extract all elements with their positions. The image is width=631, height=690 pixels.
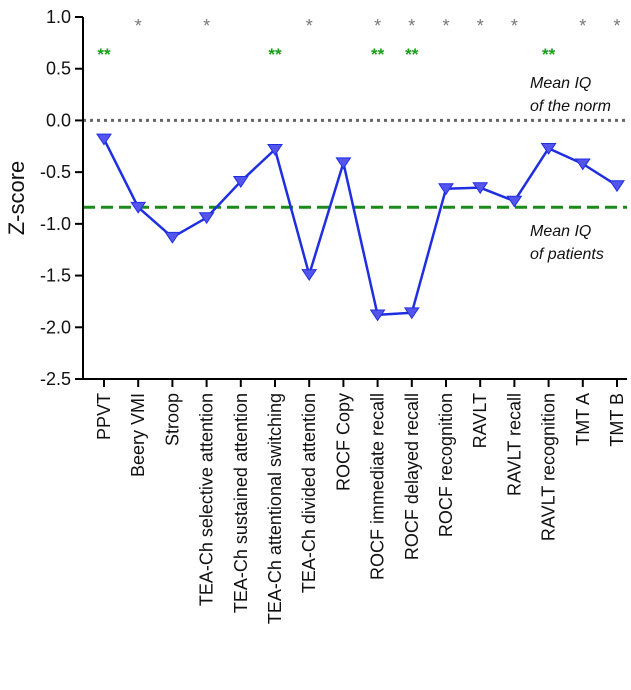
- category-label: Beery VMI: [128, 393, 148, 477]
- data-point: [472, 182, 489, 195]
- double-star: **: [97, 45, 111, 64]
- data-point: [438, 183, 454, 196]
- axes: [82, 17, 627, 380]
- data-point: [130, 201, 147, 214]
- category-label: TMT B: [607, 393, 627, 447]
- double-star: **: [268, 45, 282, 64]
- double-star: **: [405, 45, 419, 64]
- patients-label-line1: Mean IQ: [530, 223, 591, 240]
- category-label: TEA-Ch divided attention: [299, 393, 319, 593]
- series-line: [102, 138, 618, 317]
- category-label: TEA-Ch sustained attention: [231, 393, 251, 613]
- y-tick-label: -2.0: [40, 317, 71, 337]
- double-star: **: [371, 45, 385, 64]
- double-star: **: [542, 45, 556, 64]
- category-label: RAVLT: [470, 393, 490, 448]
- y-tick-label: -1.0: [40, 214, 71, 234]
- data-point: [574, 158, 591, 171]
- category-label: ROCF immediate recall: [368, 393, 388, 580]
- single-star: *: [442, 16, 449, 36]
- category-label: TEA-Ch selective attention: [197, 393, 217, 606]
- single-star: *: [306, 16, 313, 36]
- reference-annotations: Mean IQ of the norm Mean IQ of patients: [530, 75, 611, 263]
- data-point: [232, 176, 249, 188]
- category-label: TEA-Ch attentional switching: [265, 393, 285, 624]
- data-point: [301, 269, 318, 282]
- norm-label-line2: of the norm: [530, 98, 611, 115]
- y-tick-label: -2.5: [40, 369, 71, 389]
- data-point: [335, 157, 352, 170]
- data-point: [369, 309, 386, 322]
- single-star: *: [511, 16, 518, 36]
- category-label: Stroop: [162, 393, 182, 446]
- y-tick-label: -0.5: [40, 162, 71, 182]
- y-tick-label: -1.5: [40, 266, 71, 286]
- category-label: ROCF recognition: [436, 393, 456, 537]
- category-label: ROCF Copy: [333, 393, 353, 491]
- data-point: [96, 133, 112, 146]
- y-axis-label: Z-score: [4, 161, 29, 236]
- y-tick-label: 1.0: [46, 7, 71, 27]
- single-star: *: [408, 16, 415, 36]
- single-star: *: [374, 16, 381, 36]
- y-ticks: 1.0 0.5 0.0 -0.5 -1.0 -1.5 -2.0 -2.5: [40, 7, 83, 389]
- single-star: *: [579, 16, 586, 36]
- category-label: PPVT: [94, 393, 114, 440]
- norm-label-line1: Mean IQ: [530, 75, 591, 92]
- significance-markers: * * * * * * * * * *** ** ** ** **: [97, 16, 620, 64]
- category-label: TMT A: [573, 393, 593, 446]
- data-markers: [96, 133, 625, 322]
- category-label: RAVLT recall: [504, 393, 524, 496]
- single-star: *: [135, 16, 142, 36]
- data-point: [267, 143, 283, 156]
- y-tick-label: 0.0: [46, 110, 71, 130]
- data-point: [198, 212, 215, 225]
- category-labels: PPVT Beery VMI Stroop TEA-Ch selective atte…: [94, 393, 627, 624]
- data-point: [540, 142, 557, 155]
- single-star: *: [203, 16, 210, 36]
- patients-label-line2: of patients: [530, 246, 604, 263]
- y-tick-label: 0.5: [46, 59, 71, 79]
- single-star: *: [613, 16, 620, 36]
- data-point: [506, 195, 523, 208]
- series-polyline: [102, 138, 618, 317]
- data-point: [164, 231, 181, 244]
- data-point: [403, 307, 420, 320]
- category-label: ROCF delayed recall: [402, 393, 422, 560]
- reference-lines: [83, 118, 627, 209]
- x-ticks: [103, 379, 618, 387]
- category-label: RAVLT recognition: [539, 393, 559, 541]
- data-point: [609, 180, 625, 193]
- single-star: *: [477, 16, 484, 36]
